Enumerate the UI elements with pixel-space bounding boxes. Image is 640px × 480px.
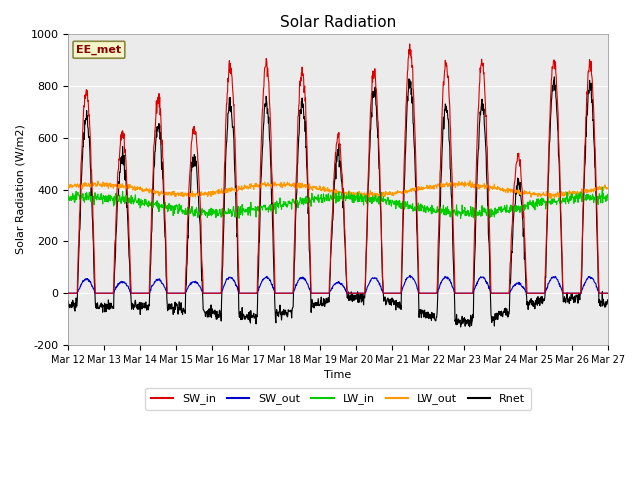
Legend: SW_in, SW_out, LW_in, LW_out, Rnet: SW_in, SW_out, LW_in, LW_out, Rnet [145, 388, 531, 410]
Title: Solar Radiation: Solar Radiation [280, 15, 396, 30]
Text: EE_met: EE_met [76, 45, 122, 55]
Y-axis label: Solar Radiation (W/m2): Solar Radiation (W/m2) [15, 125, 25, 254]
X-axis label: Time: Time [324, 371, 352, 380]
